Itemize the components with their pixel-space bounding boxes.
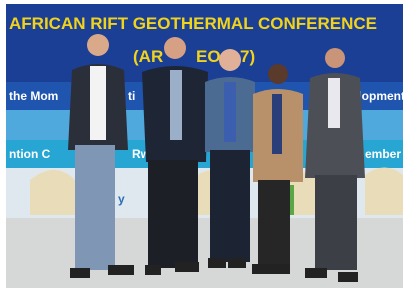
banner-line: ti xyxy=(128,89,135,103)
photo: AFRICAN RIFT GEOTHERMAL CONFERENCE (AR E… xyxy=(0,0,409,292)
banner-subtitle: 7) xyxy=(240,47,255,66)
banner-line: ntion C xyxy=(9,147,51,161)
banner-line: the Mom xyxy=(9,89,58,103)
person xyxy=(205,49,255,268)
banner-subtitle: (AR xyxy=(133,47,163,66)
banner-line: ember xyxy=(365,147,401,161)
banner-title: AFRICAN RIFT GEOTHERMAL CONFERENCE xyxy=(9,14,377,33)
banner-fragment: y xyxy=(118,192,125,206)
page: AFRICAN RIFT GEOTHERMAL CONFERENCE (AR E… xyxy=(0,0,409,292)
